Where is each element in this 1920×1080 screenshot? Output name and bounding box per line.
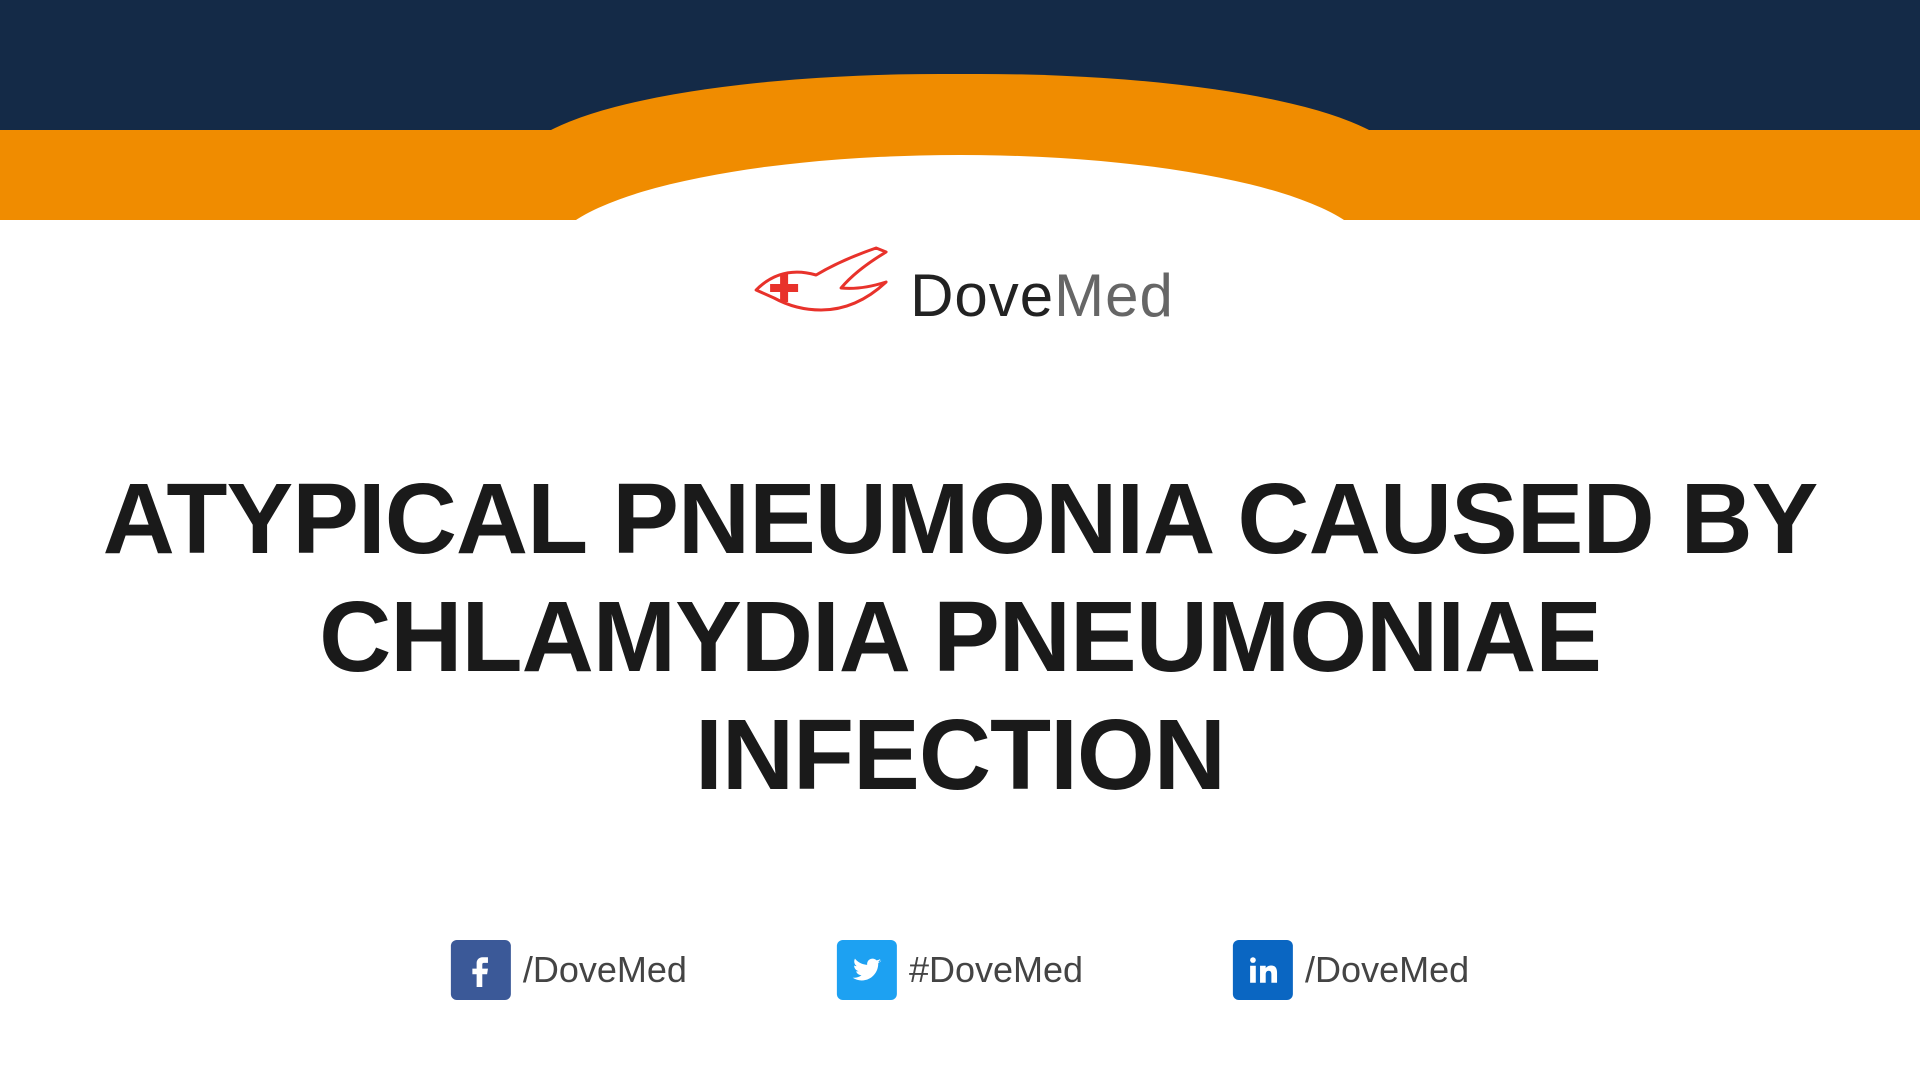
title-line-2: CHLAMYDIA PNEUMONIAE INFECTION — [77, 578, 1843, 814]
linkedin-icon — [1233, 940, 1293, 1000]
social-linkedin[interactable]: /DoveMed — [1233, 940, 1469, 1000]
twitter-handle: #DoveMed — [909, 949, 1083, 991]
brand-wordmark: DoveMed — [910, 261, 1174, 330]
facebook-icon — [451, 940, 511, 1000]
dove-bird-icon — [746, 240, 896, 350]
brand-word-dove: Dove — [910, 262, 1054, 329]
facebook-handle: /DoveMed — [523, 949, 687, 991]
social-row: /DoveMed #DoveMed /DoveMed — [451, 940, 1469, 1000]
social-facebook[interactable]: /DoveMed — [451, 940, 687, 1000]
linkedin-handle: /DoveMed — [1305, 949, 1469, 991]
brand-logo: DoveMed — [746, 240, 1174, 350]
brand-word-med: Med — [1054, 262, 1174, 329]
title-line-1: ATYPICAL PNEUMONIA CAUSED BY — [77, 460, 1843, 578]
page-title: ATYPICAL PNEUMONIA CAUSED BY CHLAMYDIA P… — [77, 460, 1843, 814]
twitter-icon — [837, 940, 897, 1000]
social-twitter[interactable]: #DoveMed — [837, 940, 1083, 1000]
